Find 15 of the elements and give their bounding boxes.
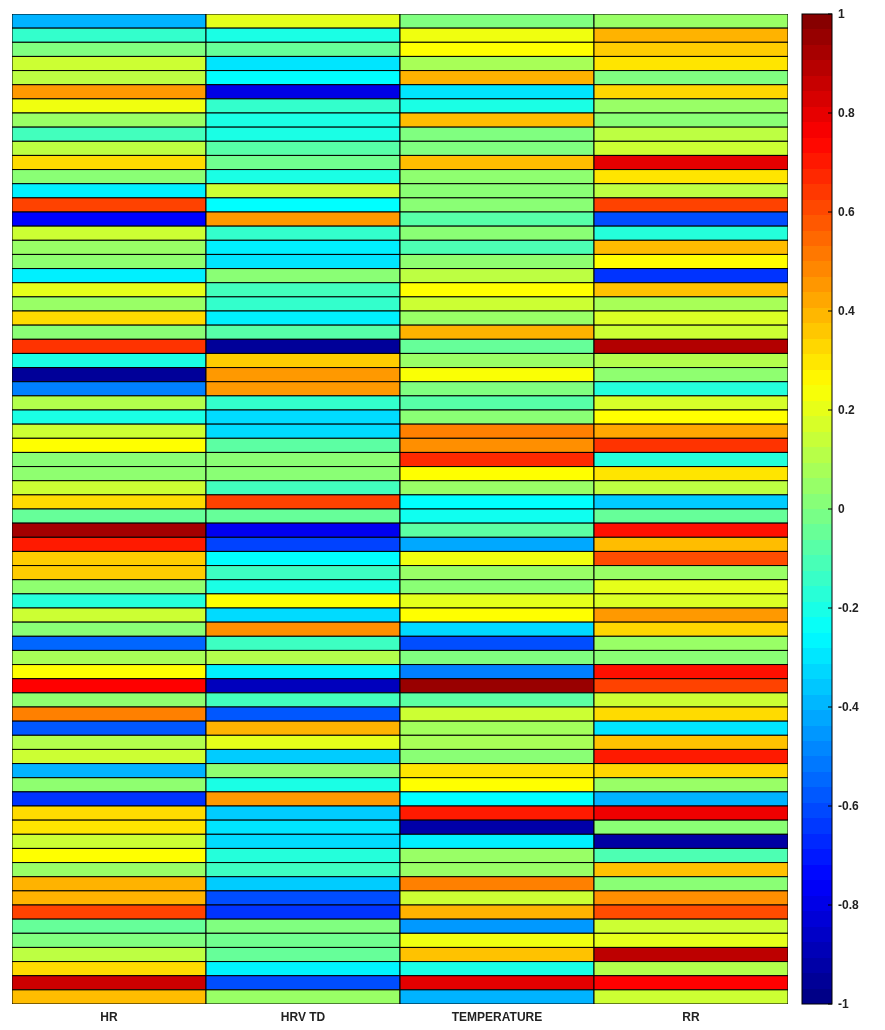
x-tick-label: TEMPERATURE: [451, 1009, 543, 1024]
color-bar-label: -1: [838, 997, 849, 1011]
color-bar-label: 0.2: [838, 403, 856, 417]
color-bar-label: 0.4: [838, 304, 856, 318]
x-tick-label: HR: [100, 1009, 118, 1024]
color-bar-label: -0.4: [838, 700, 859, 714]
x-tick-label: RR: [682, 1009, 700, 1024]
color-bar-label: -0.8: [838, 898, 859, 912]
color-bar-label: 0: [838, 502, 845, 516]
color-bar-label: 0.8: [838, 106, 856, 120]
color-bar-label: -0.6: [838, 799, 859, 813]
color-bar-label: 0.6: [838, 205, 856, 219]
color-bar-label: 1: [838, 7, 845, 21]
x-tick-label: HRV TD: [280, 1009, 326, 1024]
color-bar-label: -0.2: [838, 601, 859, 615]
